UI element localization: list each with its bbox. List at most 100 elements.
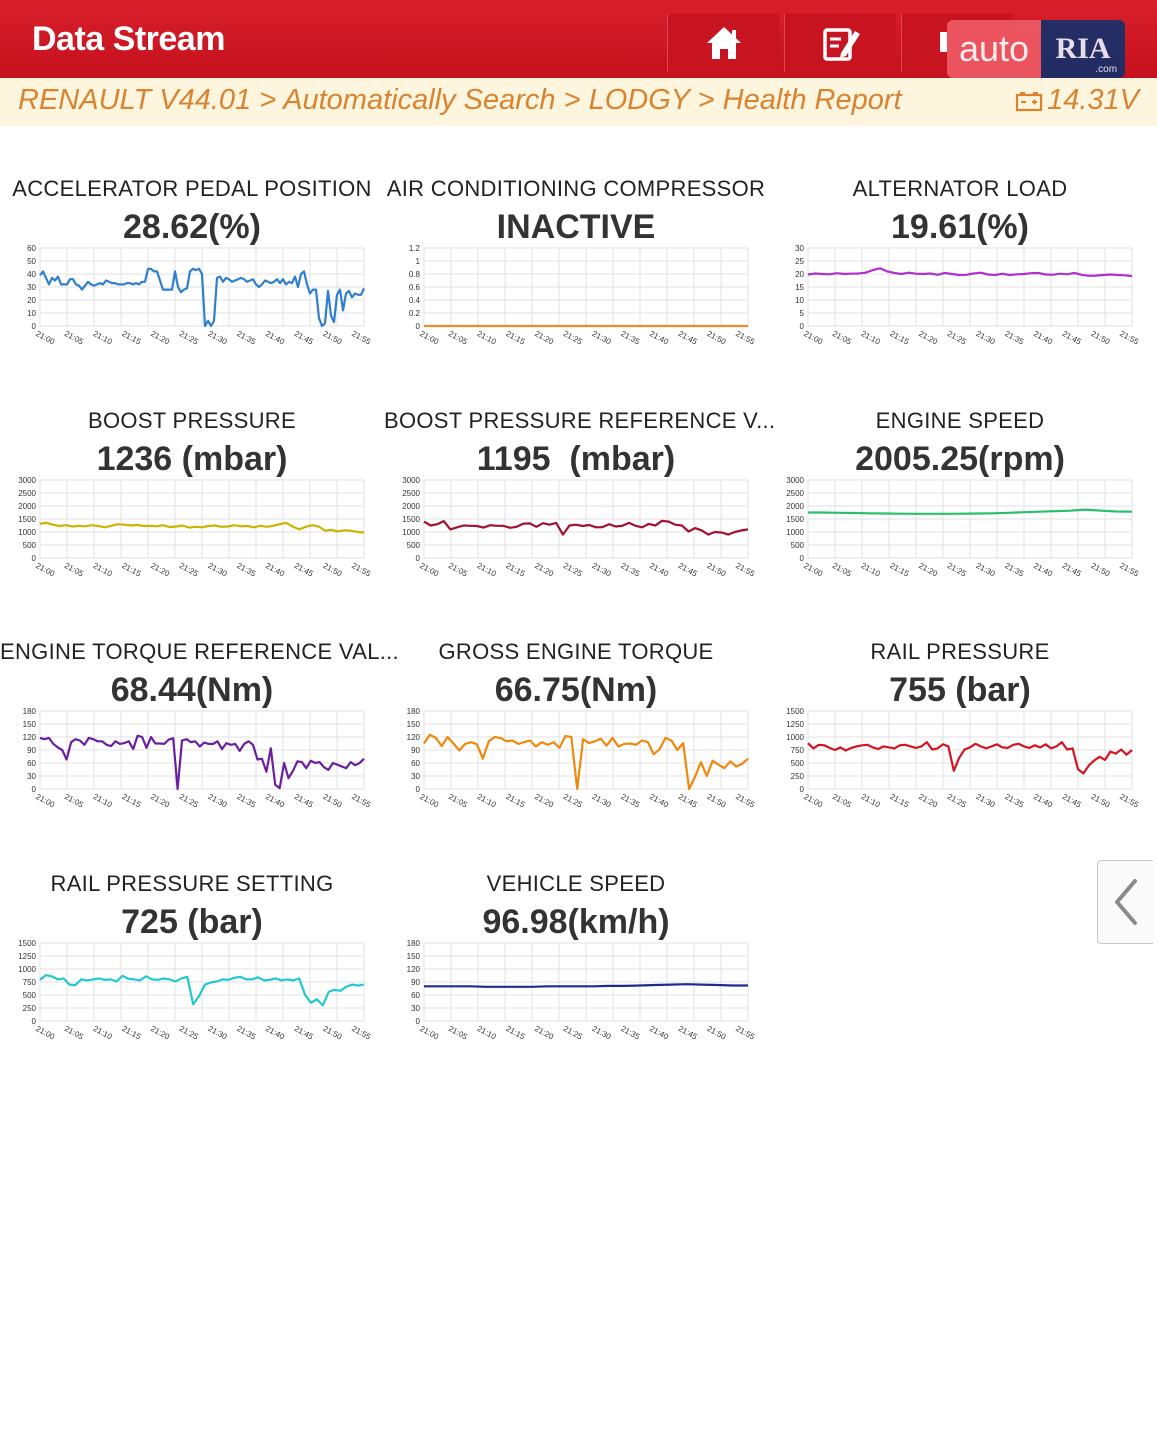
series-line	[424, 983, 748, 988]
x-tick-label: 21:45	[293, 561, 315, 579]
x-tick-label: 21:40	[648, 561, 670, 579]
x-tick-label: 21:20	[149, 1024, 171, 1042]
param-tile-alternator-load[interactable]: ALTERNATOR LOAD 19.61(%) 0 5 10 15 20 25 30 21:…	[768, 136, 1152, 367]
x-tick-label: 21:40	[648, 1024, 670, 1042]
y-tick-label: 1250	[786, 720, 804, 729]
y-tick-label: 1	[416, 257, 421, 266]
y-tick-label: 0	[416, 554, 421, 563]
y-tick-label: 10	[27, 309, 36, 318]
series-line	[39, 974, 365, 1007]
param-value: 2005.25(rpm)	[855, 440, 1065, 478]
y-tick-label: 750	[791, 746, 805, 755]
record-icon	[940, 32, 947, 52]
param-tile-boost-pressure-reference[interactable]: BOOST PRESSURE REFERENCE V... 1195 (mbar…	[384, 368, 775, 599]
y-tick-label: 180	[407, 707, 421, 716]
y-tick-label: 500	[407, 541, 421, 550]
x-tick-label: 21:45	[293, 329, 315, 347]
param-name: ALTERNATOR LOAD	[852, 176, 1068, 201]
param-tile-accelerator-pedal-position[interactable]: ACCELERATOR PEDAL POSITION 28.62(%) 0 10 2…	[0, 136, 384, 367]
y-tick-label: 2000	[786, 502, 804, 511]
x-tick-label: 21:30	[975, 792, 997, 810]
param-tile-engine-speed[interactable]: ENGINE SPEED 2005.25(rpm) 0 500 1000 1500 20…	[768, 368, 1152, 599]
y-tick-label: 250	[791, 772, 805, 781]
x-tick-label: 21:35	[619, 329, 641, 347]
sidebar-toggle-button[interactable]	[1097, 860, 1153, 944]
x-tick-label: 21:50	[321, 329, 343, 347]
y-tick-label: 500	[791, 759, 805, 768]
x-tick-label: 21:15	[504, 792, 526, 810]
y-tick-label: 60	[27, 244, 36, 253]
edit-button[interactable]	[784, 14, 896, 72]
x-tick-label: 21:25	[178, 561, 200, 579]
y-tick-label: 30	[411, 772, 420, 781]
x-tick-label: 21:25	[562, 1024, 584, 1042]
breadcrumb[interactable]: RENAULT V44.01 > Automatically Search > …	[18, 84, 902, 116]
y-tick-label: 1.2	[409, 244, 421, 253]
x-tick-label: 21:50	[321, 561, 343, 579]
home-icon	[706, 27, 741, 59]
x-tick-label: 21:50	[705, 1024, 727, 1042]
x-tick-label: 21:00	[418, 792, 440, 810]
x-tick-label: 21:35	[619, 792, 641, 810]
x-tick-label: 21:55	[350, 329, 372, 347]
param-chart: 0 5 10 15 20 25 30 21:00 21:05 21:10 21:15 21:20 21:…	[795, 244, 1141, 347]
y-tick-label: 0	[416, 322, 421, 331]
x-tick-label: 21:55	[350, 792, 372, 810]
y-tick-label: 1000	[786, 733, 804, 742]
x-tick-label: 21:10	[476, 1024, 498, 1042]
y-tick-label: 1500	[786, 515, 804, 524]
top-bar: Data Stream auto RIA .com	[0, 0, 1157, 78]
x-tick-label: 21:45	[1061, 792, 1083, 810]
x-tick-label: 21:45	[677, 329, 699, 347]
x-tick-label: 21:50	[705, 792, 727, 810]
x-tick-label: 21:35	[1003, 561, 1025, 579]
x-tick-label: 21:15	[120, 1024, 142, 1042]
x-tick-label: 21:35	[619, 1024, 641, 1042]
x-tick-label: 21:40	[648, 792, 670, 810]
param-name: ENGINE SPEED	[875, 408, 1045, 433]
x-tick-label: 21:10	[860, 329, 882, 347]
param-tile-rail-pressure[interactable]: RAIL PRESSURE 755 (bar) 0 250 500 750 1000 12…	[768, 599, 1152, 830]
param-tile-gross-engine-torque[interactable]: GROSS ENGINE TORQUE 66.75(Nm) 0 30 60 90 120…	[384, 599, 768, 830]
x-tick-label: 21:50	[705, 561, 727, 579]
param-tile-engine-torque-reference[interactable]: ENGINE TORQUE REFERENCE VAL... 68.44(Nm)…	[0, 599, 399, 830]
home-button[interactable]	[667, 14, 779, 72]
x-tick-label: 21:20	[149, 561, 171, 579]
y-tick-label: 0.4	[409, 296, 421, 305]
y-tick-label: 500	[23, 991, 37, 1000]
param-tile-boost-pressure[interactable]: BOOST PRESSURE 1236 (mbar) 0 500 1000 1500 2…	[0, 368, 384, 599]
param-value: 725 (bar)	[121, 903, 263, 941]
x-tick-label: 21:25	[178, 1024, 200, 1042]
x-tick-label: 21:35	[1003, 329, 1025, 347]
x-tick-label: 21:55	[734, 1024, 756, 1042]
x-tick-label: 21:05	[63, 561, 85, 579]
x-tick-label: 21:25	[178, 329, 200, 347]
param-tile-vehicle-speed[interactable]: VEHICLE SPEED 96.98(km/h) 0 30 60 90 120 150 1…	[384, 831, 768, 1062]
x-tick-label: 21:30	[207, 792, 229, 810]
y-tick-label: 180	[407, 939, 421, 948]
param-value: 755 (bar)	[889, 671, 1031, 709]
x-tick-label: 21:40	[264, 1024, 286, 1042]
y-tick-label: 1000	[18, 965, 36, 974]
x-tick-label: 21:15	[888, 792, 910, 810]
param-chart: 0 30 60 90 120 150 180 21:00 21:05 21:10 21:15 21:2…	[23, 707, 373, 810]
param-value: 28.62(%)	[123, 208, 261, 246]
param-chart: 0 30 60 90 120 150 180 21:00 21:05 21:10 21:15 21:2…	[407, 939, 757, 1042]
series-line	[423, 733, 749, 791]
x-tick-label: 21:10	[476, 561, 498, 579]
x-tick-label: 21:45	[677, 1024, 699, 1042]
param-tile-rail-pressure-setting[interactable]: RAIL PRESSURE SETTING 725 (bar) 0 250 500 7…	[0, 831, 384, 1062]
param-chart: 0 250 500 750 1000 1250 1500 21:00 21:05 21:10 21:…	[786, 707, 1140, 810]
y-tick-label: 180	[23, 707, 37, 716]
param-tile-air-conditioning-compressor[interactable]: AIR CONDITIONING COMPRESSOR INACTIVE 0 0.…	[384, 136, 768, 367]
x-tick-label: 21:30	[591, 329, 613, 347]
x-tick-label: 21:45	[1061, 561, 1083, 579]
y-tick-label: 3000	[18, 476, 36, 485]
x-tick-label: 21:20	[917, 561, 939, 579]
x-tick-label: 21:30	[975, 561, 997, 579]
x-tick-label: 21:00	[34, 561, 56, 579]
param-chart: 0 500 1000 1500 2000 2500 3000 21:00 21:05 21:10 2…	[786, 476, 1140, 579]
x-tick-label: 21:15	[504, 1024, 526, 1042]
app-title: Data Stream	[32, 20, 225, 58]
y-tick-label: 60	[411, 759, 420, 768]
